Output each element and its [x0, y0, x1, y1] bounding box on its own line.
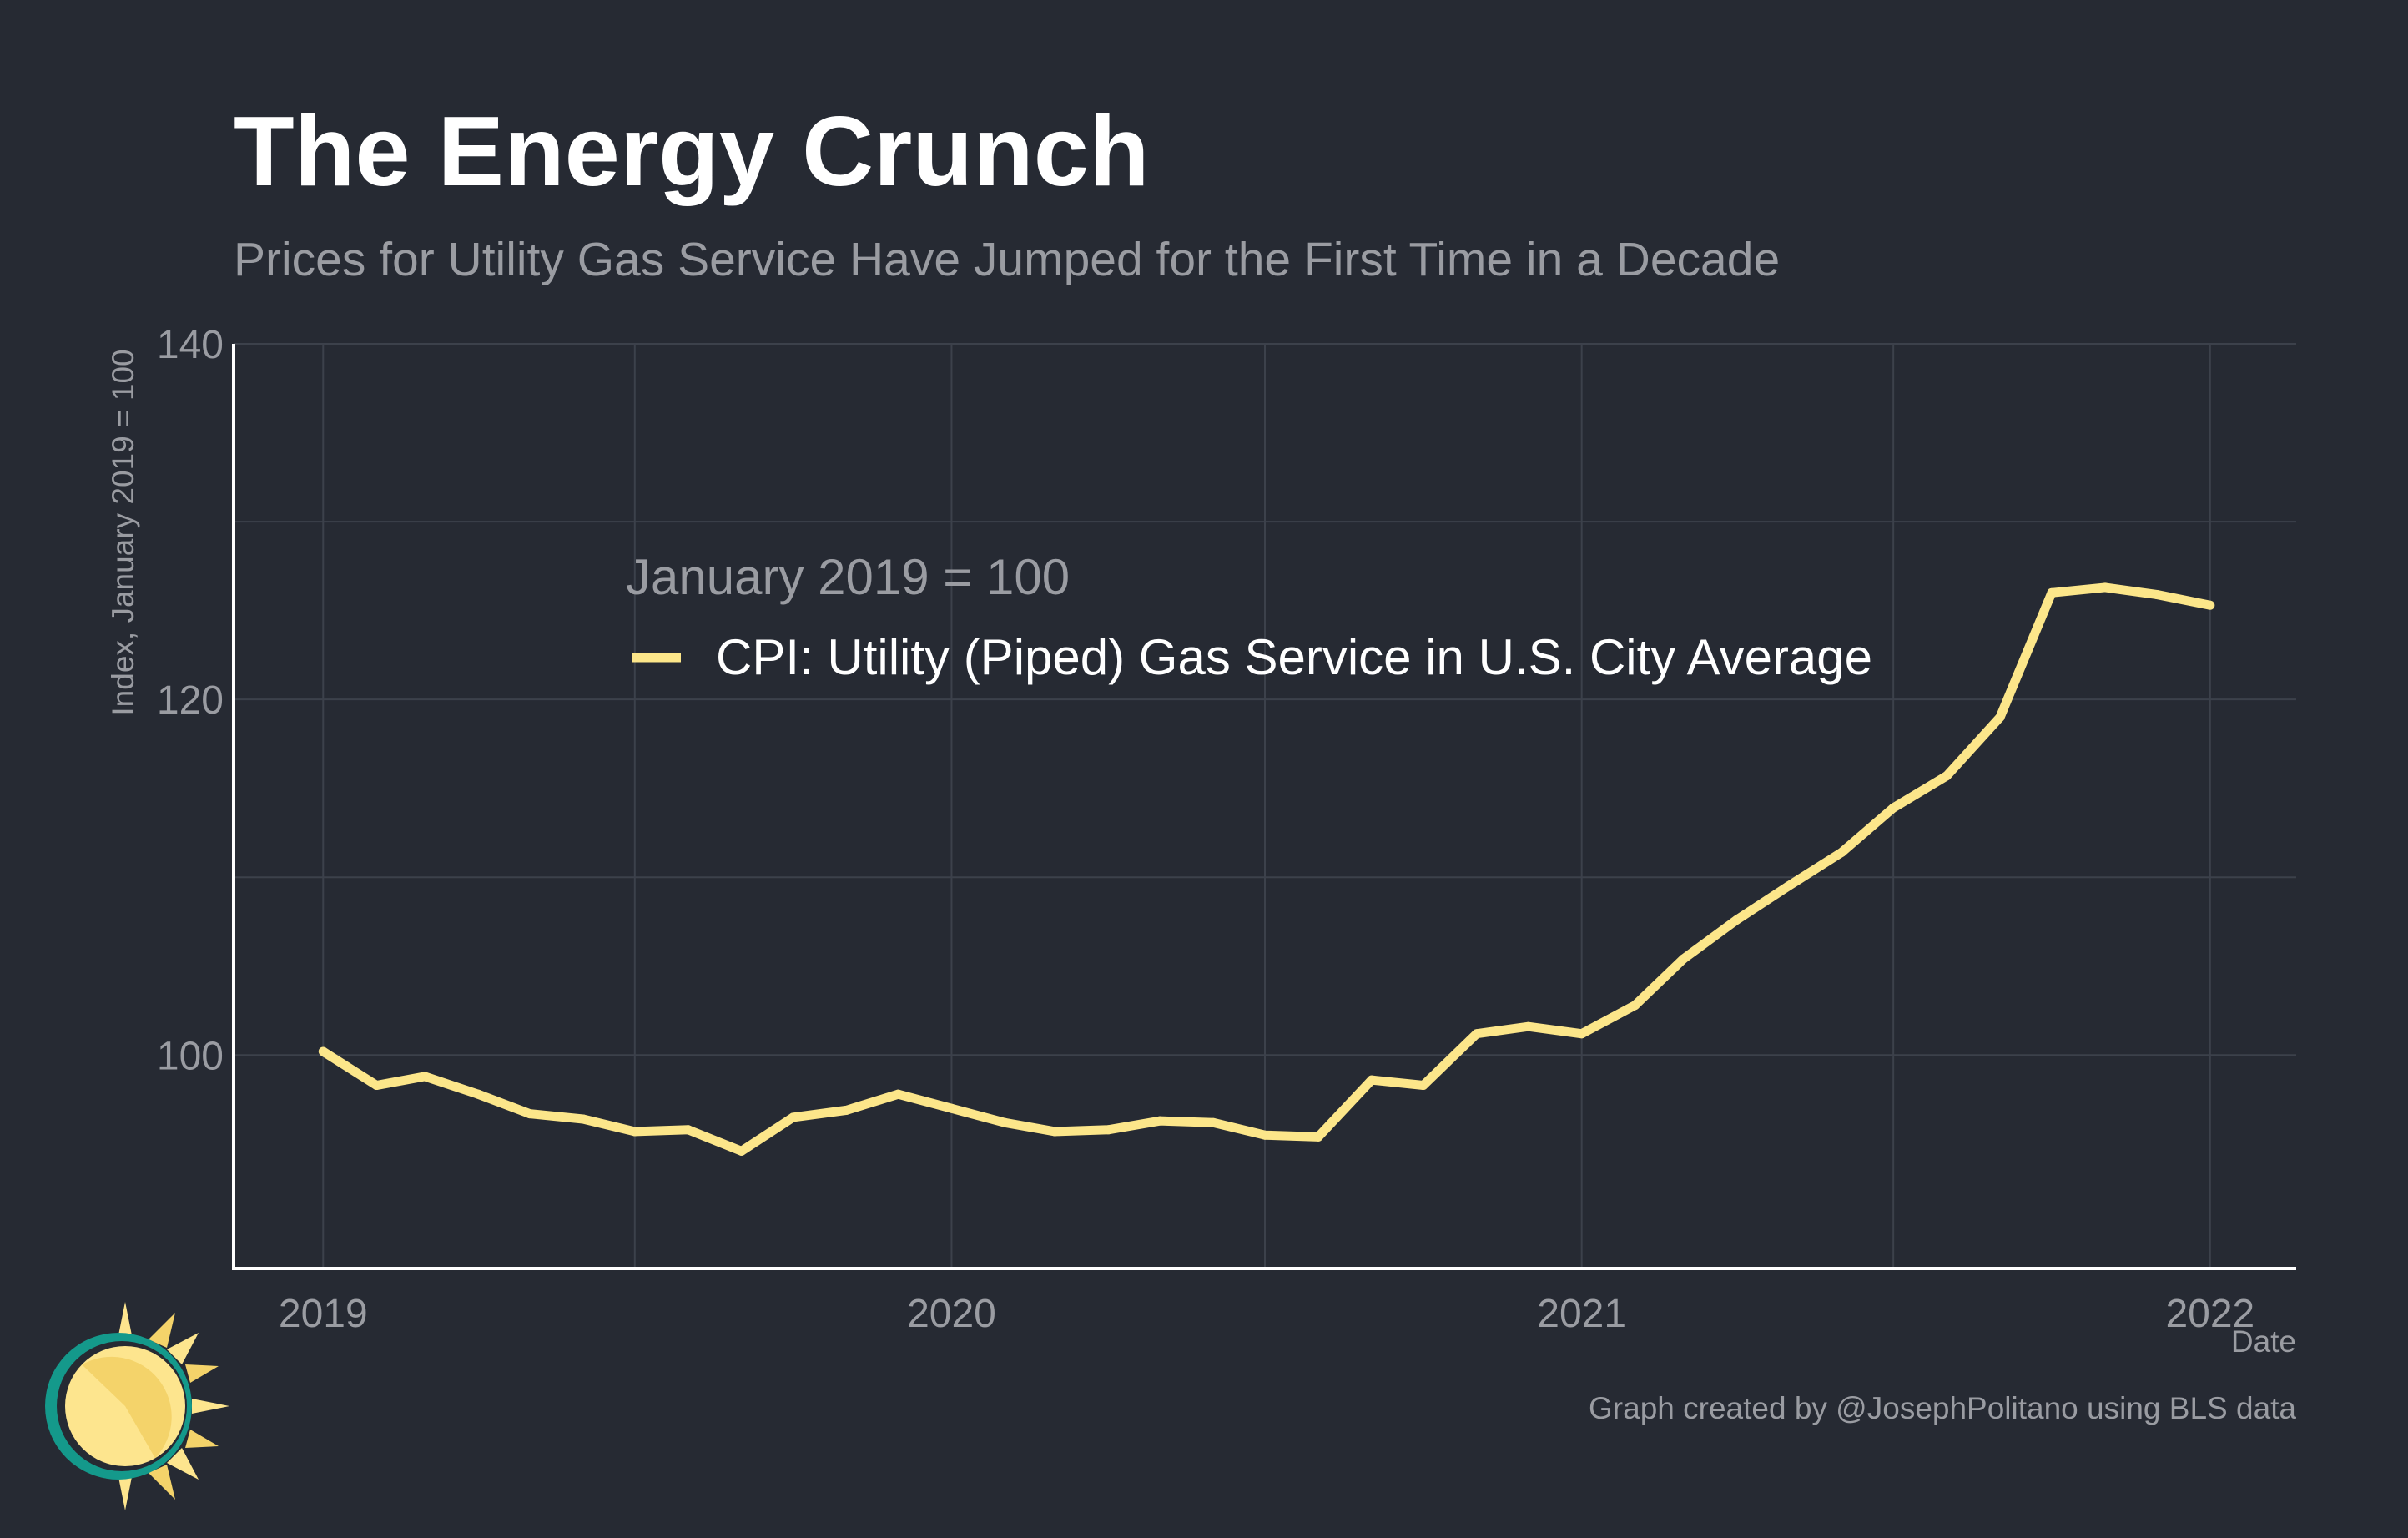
- data-point: [1678, 954, 1688, 964]
- data-point: [1208, 1117, 1218, 1127]
- data-point: [2047, 587, 2057, 598]
- y-tick-label: 140: [157, 323, 224, 367]
- tick-labels: 100 120 140 2019 2020 2021 2022: [157, 323, 2254, 1336]
- series-layer: [318, 582, 2215, 1156]
- data-point: [1313, 1132, 1323, 1142]
- data-point: [1630, 1001, 1640, 1011]
- data-point: [1103, 1125, 1113, 1135]
- data-point: [525, 1109, 535, 1119]
- data-point: [1888, 803, 1898, 813]
- data-point: [578, 1114, 588, 1124]
- data-point: [893, 1089, 903, 1099]
- data-point: [1418, 1081, 1428, 1091]
- data-point: [1260, 1130, 1270, 1140]
- data-point: [318, 1046, 328, 1056]
- y-axis-label: Index, January 2019 = 100: [106, 349, 140, 715]
- data-point: [1577, 1029, 1587, 1039]
- legend-title: January 2019 = 100: [626, 549, 1070, 605]
- sun-logo-icon: [45, 1302, 229, 1510]
- x-tick-label: 2022: [2165, 1292, 2254, 1336]
- data-point: [1942, 771, 1952, 781]
- chart-title: The Energy Crunch: [234, 96, 1150, 207]
- data-point: [473, 1089, 483, 1099]
- credit-caption: Graph created by @JosephPolitano using B…: [1589, 1391, 2296, 1425]
- data-point: [1367, 1075, 1377, 1085]
- y-tick-label: 120: [157, 678, 224, 723]
- data-point: [737, 1146, 747, 1156]
- legend: January 2019 = 100 CPI: Utility (Piped) …: [626, 549, 1872, 685]
- data-point: [1783, 881, 1793, 891]
- chart-subtitle: Prices for Utility Gas Service Have Jump…: [234, 233, 1780, 286]
- data-point: [371, 1081, 381, 1091]
- data-point: [420, 1072, 430, 1082]
- data-point: [1155, 1116, 1165, 1126]
- data-point: [946, 1103, 956, 1113]
- x-tick-label: 2021: [1537, 1292, 1626, 1336]
- data-point: [2152, 589, 2162, 599]
- x-tick-label: 2019: [279, 1292, 368, 1336]
- axes: [232, 344, 2296, 1270]
- x-axis-label: Date: [2231, 1324, 2296, 1359]
- data-point: [1050, 1127, 1060, 1137]
- data-point: [630, 1127, 640, 1137]
- data-point: [1472, 1029, 1482, 1039]
- data-point: [1836, 847, 1846, 857]
- y-tick-label: 100: [157, 1034, 224, 1078]
- data-point: [683, 1125, 693, 1135]
- data-point: [2205, 600, 2215, 610]
- data-point: [842, 1105, 852, 1115]
- legend-label: CPI: Utility (Piped) Gas Service in U.S.…: [716, 629, 1872, 685]
- data-point: [1731, 915, 1741, 925]
- data-point: [788, 1112, 798, 1122]
- data-point: [1000, 1117, 1010, 1127]
- data-point: [1995, 712, 2005, 722]
- data-point: [1524, 1021, 1534, 1031]
- x-tick-label: 2020: [907, 1292, 996, 1336]
- grid-lines: [234, 343, 2296, 1268]
- data-point: [2100, 582, 2110, 593]
